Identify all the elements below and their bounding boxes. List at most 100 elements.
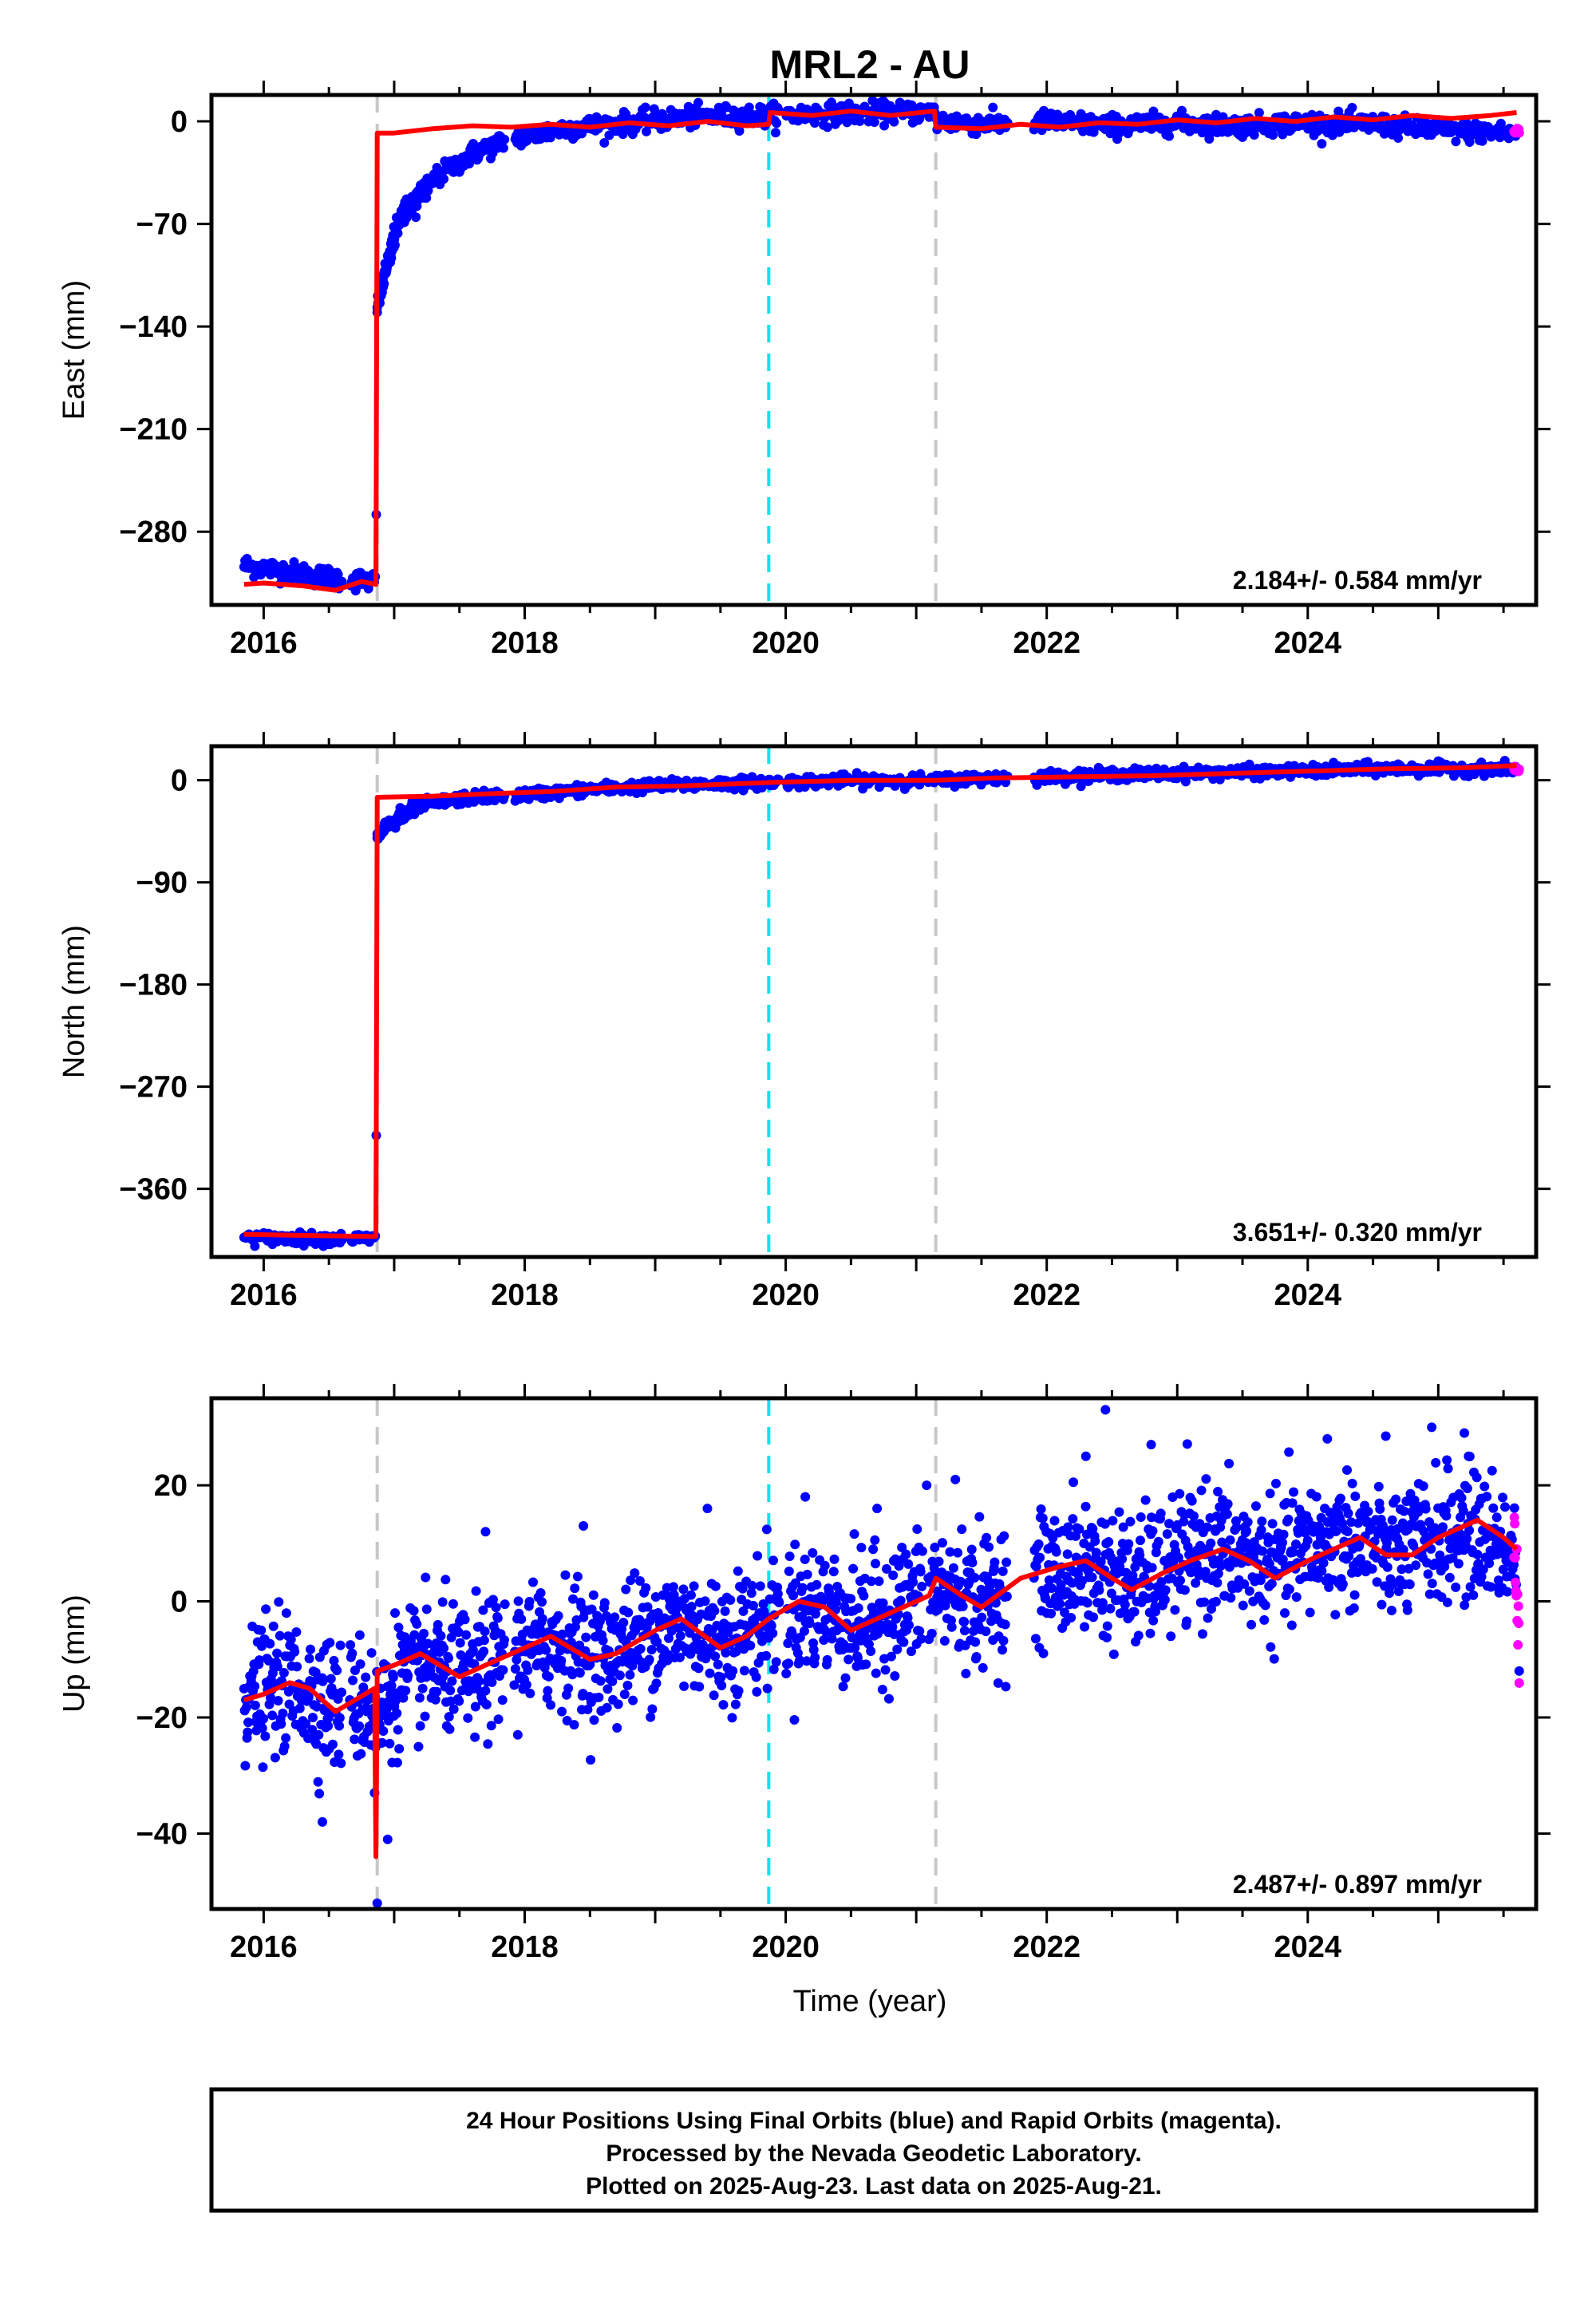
final-orbit-point xyxy=(850,1529,859,1539)
final-orbit-point xyxy=(1445,1573,1455,1583)
final-orbit-point xyxy=(494,1714,504,1724)
final-orbit-point xyxy=(393,1758,402,1768)
final-orbit-point xyxy=(1266,1642,1275,1652)
final-orbit-point xyxy=(1148,1616,1158,1626)
final-orbit-point xyxy=(710,1651,720,1661)
final-orbit-point xyxy=(1130,1607,1140,1617)
final-orbit-point xyxy=(1031,1634,1041,1643)
x-tick-label: 2020 xyxy=(752,1279,820,1312)
final-orbit-point xyxy=(1463,1484,1472,1493)
final-orbit-outlier xyxy=(702,1504,712,1513)
final-orbit-point xyxy=(421,1573,430,1583)
final-orbit-point xyxy=(854,1603,863,1613)
final-orbit-point xyxy=(1374,1482,1384,1492)
final-orbit-point xyxy=(416,1721,425,1731)
final-orbit-point xyxy=(859,1591,868,1600)
final-orbit-point xyxy=(1419,1481,1428,1491)
final-orbit-point xyxy=(390,1608,400,1618)
final-orbit-point xyxy=(445,1686,455,1695)
final-orbit-point xyxy=(422,1604,432,1614)
rapid-orbit-point xyxy=(1511,1578,1520,1587)
final-orbit-point xyxy=(892,1645,902,1654)
final-orbit-point xyxy=(990,1558,999,1567)
final-orbit-point xyxy=(1180,1585,1190,1595)
final-orbit-point xyxy=(544,1672,554,1682)
final-orbit-point xyxy=(623,1608,633,1618)
final-orbit-point xyxy=(1350,1492,1360,1501)
final-orbit-point xyxy=(267,1710,277,1720)
final-orbit-point xyxy=(1503,1587,1512,1597)
final-orbit-point xyxy=(546,1700,555,1709)
final-orbit-point xyxy=(240,1761,250,1770)
final-orbit-point xyxy=(1303,1535,1313,1545)
final-orbit-point xyxy=(454,1697,464,1706)
final-orbit-point xyxy=(1117,1554,1127,1563)
final-orbit-point xyxy=(1175,1489,1184,1499)
final-orbit-point xyxy=(1383,1563,1393,1572)
final-orbit-point xyxy=(783,1638,792,1648)
final-orbit-point xyxy=(879,1599,888,1608)
y-tick-label: −210 xyxy=(119,413,188,447)
final-orbit-point xyxy=(275,1631,285,1641)
final-orbit-point xyxy=(903,1559,913,1569)
final-orbit-point xyxy=(1488,1504,1498,1513)
final-orbit-point xyxy=(525,1689,535,1698)
final-orbit-point xyxy=(899,1638,908,1647)
final-orbit-point xyxy=(1257,1525,1266,1535)
final-orbit-point xyxy=(390,240,400,250)
final-orbit-point xyxy=(409,1606,419,1615)
final-orbit-point xyxy=(1199,1598,1209,1607)
final-orbit-point xyxy=(881,1665,891,1674)
final-orbit-point xyxy=(575,1668,585,1678)
rapid-orbit-point xyxy=(1513,1590,1523,1599)
final-orbit-point xyxy=(1457,1493,1467,1503)
final-orbit-point xyxy=(1206,1539,1215,1548)
final-orbit-point xyxy=(781,1669,791,1678)
final-orbit-point xyxy=(326,1674,336,1683)
final-orbit-point xyxy=(752,1687,761,1697)
final-orbit-point xyxy=(1479,1481,1489,1491)
final-orbit-point xyxy=(1154,1537,1163,1547)
final-orbit-point xyxy=(622,1681,632,1690)
final-orbit-point xyxy=(1441,1511,1451,1520)
final-orbit-point xyxy=(1285,1584,1294,1594)
final-orbit-point xyxy=(628,1696,638,1705)
final-orbit-point xyxy=(1442,1456,1452,1465)
final-orbit-point xyxy=(1500,1502,1510,1512)
final-orbit-point xyxy=(884,1694,894,1704)
final-orbit-point xyxy=(436,1631,445,1641)
final-orbit-point xyxy=(1431,1458,1440,1468)
final-orbit-point xyxy=(771,128,780,137)
final-orbit-point xyxy=(1046,1609,1056,1618)
final-orbit-point xyxy=(1212,1578,1222,1587)
final-orbit-point xyxy=(590,1715,599,1725)
final-orbit-point xyxy=(1443,1598,1452,1607)
rapid-orbit-point xyxy=(1515,128,1524,138)
final-orbit-point xyxy=(581,1633,591,1642)
final-orbit-point xyxy=(421,193,431,203)
final-orbit-point xyxy=(361,1673,370,1682)
final-orbit-point xyxy=(394,1744,404,1753)
final-orbit-point xyxy=(1232,1523,1242,1532)
final-orbit-point xyxy=(483,1739,492,1749)
final-orbit-point xyxy=(276,1719,286,1729)
final-orbit-point xyxy=(419,1629,429,1638)
final-orbit-point xyxy=(413,1742,423,1752)
x-tick-label: 2016 xyxy=(230,1279,298,1312)
final-orbit-point xyxy=(1198,1629,1207,1638)
final-orbit-point xyxy=(904,1620,914,1630)
final-orbit-point xyxy=(447,1677,456,1686)
final-orbit-point xyxy=(259,1713,268,1723)
final-orbit-point xyxy=(1266,1488,1275,1498)
final-orbit-point xyxy=(1238,1601,1248,1611)
final-orbit-point xyxy=(439,1643,448,1653)
final-orbit-point xyxy=(789,1715,799,1725)
final-orbit-point xyxy=(1088,1612,1098,1622)
final-orbit-point xyxy=(1280,1608,1290,1618)
final-orbit-point xyxy=(805,1618,815,1628)
final-orbit-point xyxy=(1125,1517,1135,1527)
final-orbit-point xyxy=(947,1622,957,1632)
final-orbit-point xyxy=(866,1646,875,1656)
final-orbit-point xyxy=(871,1559,880,1568)
